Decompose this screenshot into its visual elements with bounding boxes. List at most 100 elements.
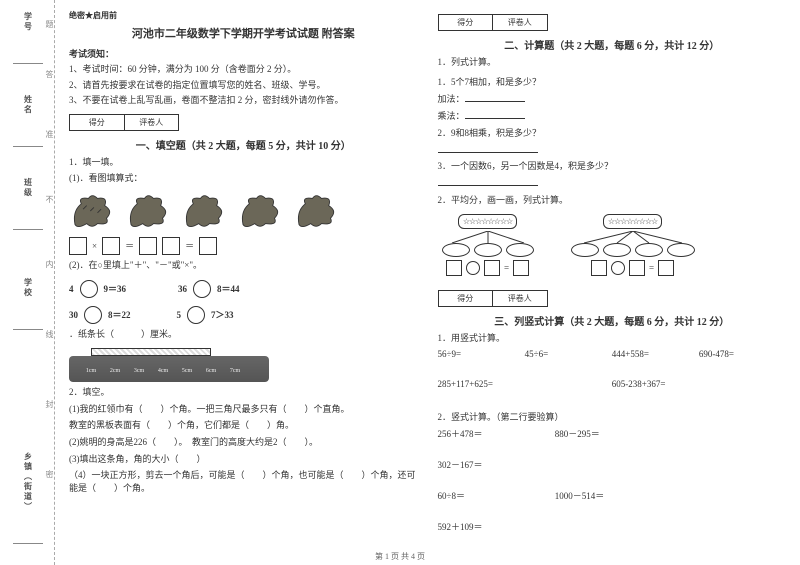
s2q1: 1．列式计算。 <box>438 56 787 69</box>
ruler-tick: 1cm <box>86 368 96 374</box>
calc-grid-2a: 256＋478＝ 880－295＝ 302－167＝ <box>438 427 787 489</box>
score-box: 得分 评卷人 <box>69 114 179 131</box>
equals-sign: = <box>649 263 654 273</box>
calc-expr: 256＋478＝ <box>438 427 553 440</box>
score-cell: 得分 <box>439 291 494 306</box>
num: 30 <box>69 310 78 320</box>
s2q2: 2．平均分，画一画，列式计算。 <box>438 194 787 207</box>
star-group-3: ☆☆☆☆☆☆☆☆ = <box>438 214 538 276</box>
blank-underline <box>438 143 538 153</box>
ruler-tick: 5cm <box>182 368 192 374</box>
blank-box <box>629 260 645 276</box>
label: 加法： <box>438 94 465 104</box>
op-circle <box>193 280 211 298</box>
seal-marker: 密 <box>44 470 55 478</box>
blank-underline <box>465 109 525 119</box>
blank-line <box>13 300 43 330</box>
notice-item: 2、请首先按要求在试卷的指定位置填写您的姓名、班级、学号。 <box>69 79 418 92</box>
ovals-row <box>442 243 534 257</box>
ruler-tick: 4cm <box>158 368 168 374</box>
blank-box <box>484 260 500 276</box>
field-xuexiao: 学校 <box>23 278 34 298</box>
field-xingming: 姓名 <box>23 95 34 115</box>
oval <box>442 243 470 257</box>
q2-item: (1)我的红领巾有（ ）个角。一把三角尺最多只有（ ）个直角。 <box>69 403 418 416</box>
calc-item <box>438 143 787 155</box>
blank-line <box>13 200 43 230</box>
q2-item: 教室的黑板表面有（ ）个角，它们都是（ ）角。 <box>69 419 418 432</box>
score-cell: 得分 <box>439 15 494 30</box>
equation-boxes: × ＝ ＝ <box>69 237 418 255</box>
q2: 2．填空。 <box>69 386 418 399</box>
grader-cell: 评卷人 <box>125 115 179 130</box>
oval <box>506 243 534 257</box>
q1c: ．纸条长（ ）厘米。 <box>69 328 418 341</box>
op-circle <box>84 306 102 324</box>
section-2-title: 二、计算题（共 2 大题，每题 6 分，共计 12 分） <box>438 37 787 52</box>
expr-row: = <box>446 260 529 276</box>
calc-grid-1: 56÷9= 45÷6= 444+558= 690-478= <box>438 349 787 367</box>
ovals-row <box>571 243 695 257</box>
equals-sign: ＝ <box>125 239 134 252</box>
score-box: 得分 评卷人 <box>438 290 548 307</box>
expr-row: = <box>591 260 674 276</box>
equals-sign: ＝ <box>185 239 194 252</box>
blank-line <box>13 514 43 544</box>
page-footer: 第 1 页 共 4 页 <box>0 551 800 562</box>
connector-lines <box>438 231 538 243</box>
num: 36 <box>178 284 187 294</box>
star-box: ☆☆☆☆☆☆☆☆ <box>458 214 517 229</box>
star-groups: ☆☆☆☆☆☆☆☆ = ☆☆☆ <box>438 214 787 276</box>
num: 9＝36 <box>104 282 127 295</box>
leaf-icon <box>293 193 341 229</box>
leaf-figures <box>69 193 418 229</box>
calc-grid-1b: 285+117+625= 605-238+367= <box>438 379 787 397</box>
section-1-title: 一、填空题（共 2 大题，每题 5 分，共计 10 分） <box>69 137 418 152</box>
num: 8＝22 <box>108 308 131 321</box>
calc-expr: 45÷6= <box>525 349 612 359</box>
blank-box <box>69 237 87 255</box>
num: 5 <box>177 310 182 320</box>
leaf-icon <box>125 193 173 229</box>
leaf-icon <box>237 193 285 229</box>
label: 乘法： <box>438 111 465 121</box>
q1a: (1)．看图填算式： <box>69 172 418 185</box>
leaf-icon <box>69 193 117 229</box>
op-circle <box>466 261 480 275</box>
blank-box <box>162 237 180 255</box>
notice-item: 1、考试时间：60 分钟，满分为 100 分（含卷面分 2 分）。 <box>69 63 418 76</box>
exam-page: 学号 姓名 班级 学校 乡镇（街道） 题 答 准 不 内 线 封 密 绝密★启用 <box>0 0 800 565</box>
op-circle <box>80 280 98 298</box>
q2-item: (3)填出这条角，角的大小（ ） <box>69 453 418 466</box>
calc-item <box>438 176 787 188</box>
ruler-tick: 3cm <box>134 368 144 374</box>
field-xiangzhen: 乡镇（街道） <box>23 452 34 512</box>
secret-label: 绝密★启用前 <box>69 10 418 21</box>
calc-expr: 592＋109＝ <box>438 520 553 533</box>
seal-marker: 线 <box>44 330 55 338</box>
calc-item: 1．5个7相加，和是多少？ <box>438 75 787 88</box>
blank-box <box>139 237 157 255</box>
q1b: (2)．在○里填上"＋"、"－"或"×"。 <box>69 259 418 272</box>
seal-marker: 内 <box>44 260 55 268</box>
calc-expr: 302－167＝ <box>438 458 553 471</box>
blank-box <box>199 237 217 255</box>
ruler-tick: 7cm <box>230 368 240 374</box>
blank-underline <box>465 92 525 102</box>
blank-box <box>102 237 120 255</box>
equals-sign: = <box>504 263 509 273</box>
calc-expr: 60÷8＝ <box>438 489 553 502</box>
seal-marker: 不 <box>44 195 55 203</box>
op-circle <box>611 261 625 275</box>
blank-box <box>446 260 462 276</box>
score-cell: 得分 <box>70 115 125 130</box>
op-row-1: 4 9＝36 36 8＝44 <box>69 280 418 298</box>
calc-grid-2b: 60÷8＝ 1000－514＝ 592＋109＝ <box>438 489 787 551</box>
paper-strip <box>91 348 211 356</box>
ruler-body: 1cm 2cm 3cm 4cm 5cm 6cm 7cm <box>69 356 269 382</box>
calc-expr: 444+558= <box>612 349 699 359</box>
score-box: 得分 评卷人 <box>438 14 548 31</box>
grader-cell: 评卷人 <box>493 15 547 30</box>
oval <box>635 243 663 257</box>
op-row-2: 30 8＝22 5 7＞33 <box>69 306 418 324</box>
